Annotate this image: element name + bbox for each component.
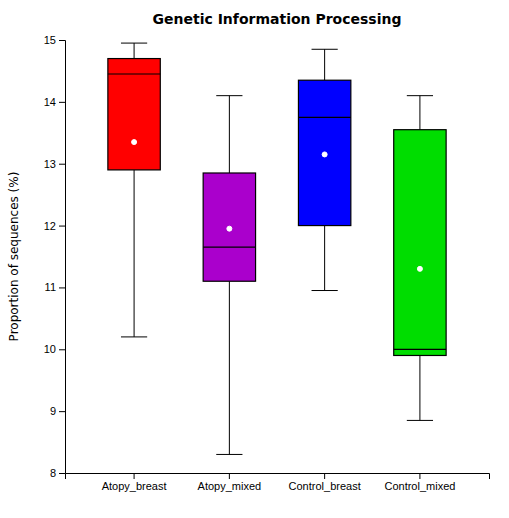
y-tick: 13	[44, 158, 65, 170]
box-group	[203, 96, 255, 455]
tick-mark	[59, 411, 65, 412]
mean	[227, 226, 232, 231]
tick-label: 8	[50, 467, 56, 479]
median	[298, 117, 350, 118]
tick-mark	[134, 473, 135, 479]
whisker-low	[229, 281, 230, 454]
cap-high	[407, 95, 433, 96]
whisker-high	[229, 96, 230, 173]
plot: Atopy_breast Atopy_mixed Control_breast Con…	[44, 34, 490, 492]
cap-high	[216, 95, 242, 96]
mean	[132, 140, 137, 145]
whisker-low	[324, 226, 325, 291]
tick-mark	[59, 349, 65, 350]
x-tick: Atopy_breast	[102, 473, 167, 492]
chart: Atopy_breast Atopy_mixed Control_breast Con…	[0, 0, 509, 518]
x-tick: Control_mixed	[384, 473, 455, 492]
tick-label: 12	[44, 220, 56, 232]
tick-label: Control_mixed	[384, 480, 455, 492]
tick-mark	[59, 287, 65, 288]
title: Genetic Information Processing	[153, 11, 402, 27]
y-axis: 8 9 10 11 12 13 14 15	[44, 34, 66, 479]
x-axis: Atopy_breast Atopy_mixed Control_breast Con…	[66, 473, 490, 492]
tick-label: 14	[44, 96, 56, 108]
whisker-low	[419, 355, 420, 420]
tick-label: 10	[44, 343, 56, 355]
y-tick: 9	[50, 405, 65, 417]
whisker-high	[134, 43, 135, 58]
cap-high	[121, 43, 147, 44]
tick-mark	[419, 473, 420, 479]
axis-line	[59, 41, 66, 474]
y-tick: 8	[50, 467, 65, 479]
whisker-high	[324, 49, 325, 80]
median	[394, 349, 446, 350]
tick-label: Atopy_mixed	[198, 480, 262, 492]
tick-label: 15	[44, 34, 56, 46]
tick-label: 13	[44, 158, 56, 170]
y-tick: 15	[44, 34, 65, 46]
cap-low	[121, 336, 147, 337]
tick-label: Atopy_breast	[102, 480, 167, 492]
tick-mark	[59, 164, 65, 165]
y-tick: 12	[44, 220, 65, 232]
x-tick: Atopy_mixed	[198, 473, 262, 492]
marks	[108, 43, 446, 454]
tick-mark	[59, 102, 65, 103]
tick-label: Control_breast	[289, 480, 361, 492]
y-tick: 10	[44, 343, 65, 355]
x-tick: Control_breast	[289, 473, 361, 492]
cap-low	[312, 290, 338, 291]
tick-mark	[59, 226, 65, 227]
whisker-low	[134, 170, 135, 337]
box	[203, 173, 255, 281]
box-group	[108, 43, 160, 337]
mean	[417, 266, 422, 271]
y-axis-title: Proportion of sequences (%)	[7, 172, 21, 342]
cap-high	[312, 49, 338, 50]
cap-low	[216, 454, 242, 455]
tick-mark	[229, 473, 230, 479]
y-tick: 14	[44, 96, 65, 108]
box	[108, 59, 160, 170]
cap-low	[407, 420, 433, 421]
tick-label: 9	[50, 405, 56, 417]
box-group	[394, 96, 446, 421]
median	[108, 73, 160, 74]
box	[298, 80, 350, 225]
y-tick: 11	[45, 281, 65, 293]
box-group	[298, 49, 350, 290]
tick-mark	[59, 473, 65, 474]
box	[394, 130, 446, 356]
tick-label: 11	[45, 281, 56, 293]
mean	[322, 152, 327, 157]
tick-mark	[324, 473, 325, 479]
whisker-high	[419, 96, 420, 130]
median	[203, 247, 255, 248]
tick-mark	[59, 40, 65, 41]
axis-line	[66, 474, 490, 480]
